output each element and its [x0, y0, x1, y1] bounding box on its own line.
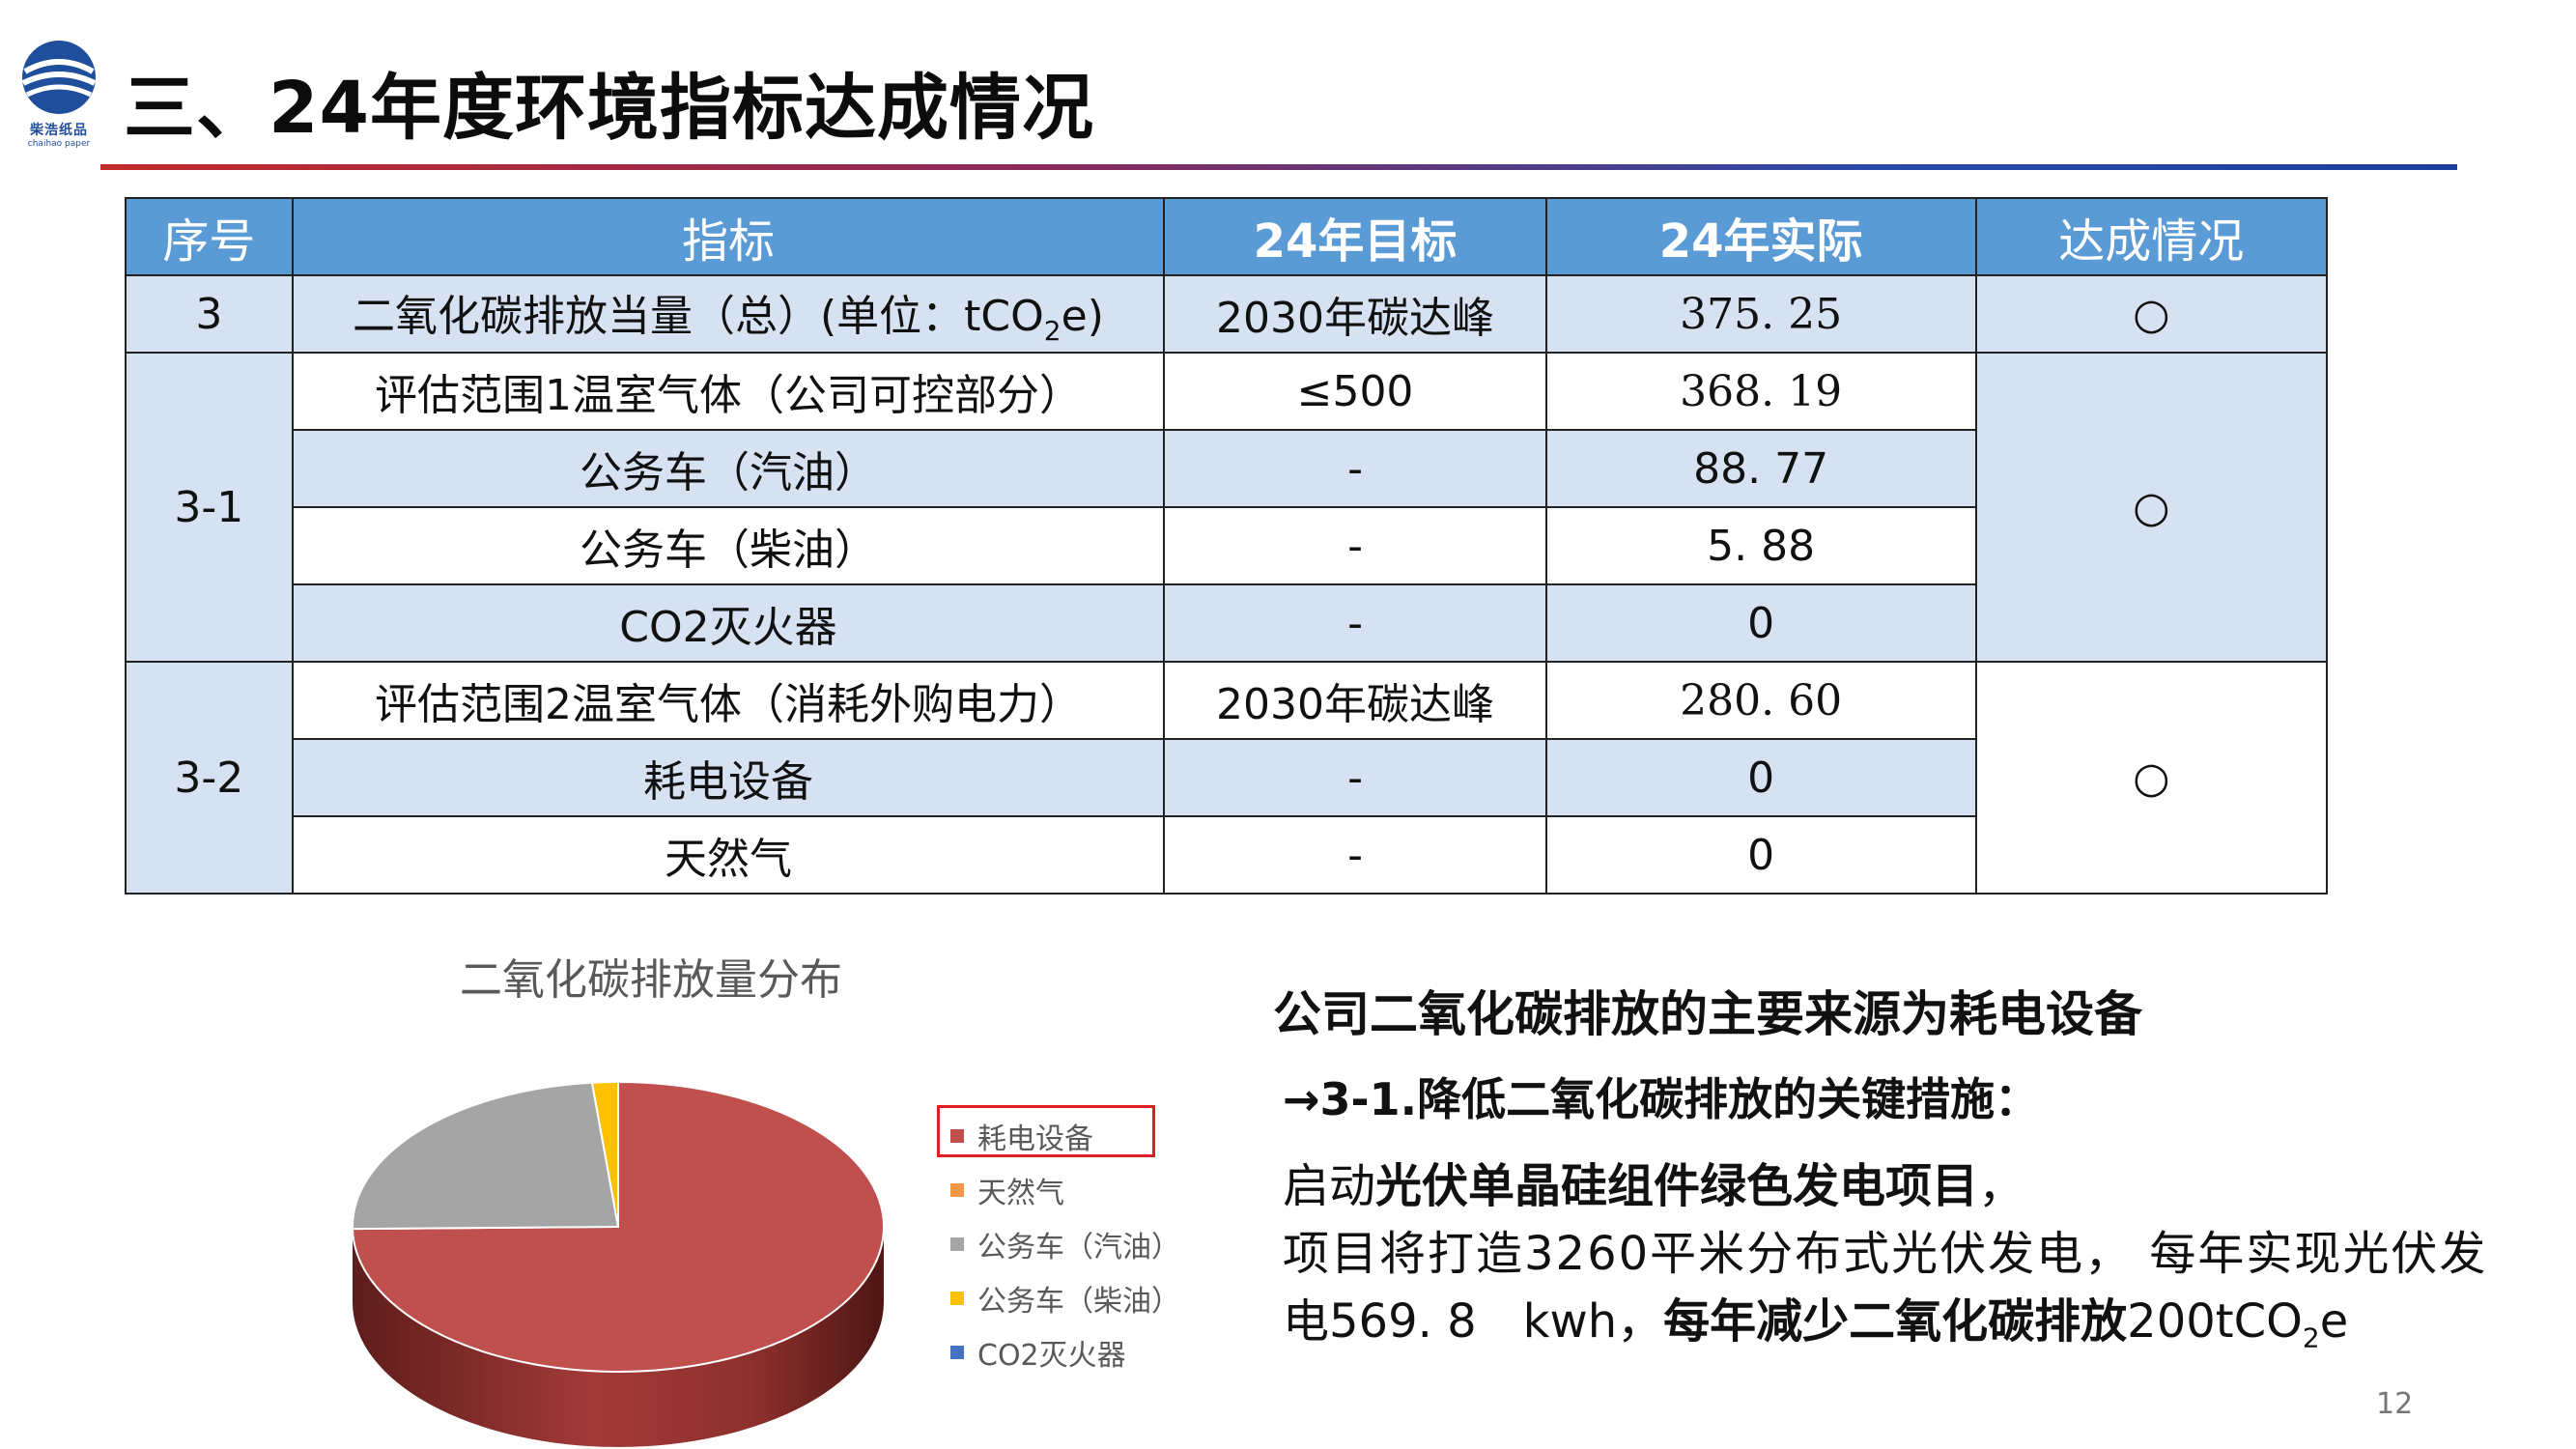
summary-notes: 公司二氧化碳排放的主要来源为耗电设备 →3-1.降低二氧化碳排放的关键措施： 启…	[1273, 976, 2487, 1354]
cell-seq: 3-2	[125, 661, 294, 895]
table-row: 3 二氧化碳排放当量（总）(单位：tCO2e) 2030年碳达峰 375. 25…	[125, 274, 2329, 354]
cell-indicator: 耗电设备	[291, 738, 1166, 817]
legend-swatch	[950, 1237, 964, 1251]
title-divider	[100, 164, 2457, 170]
note-reduction-pre: 电569. 8 kwh，	[1283, 1294, 1664, 1349]
logo-emblem-icon	[21, 41, 97, 114]
indicator-tail: e)	[1061, 292, 1104, 342]
note-reduction-tail: e	[2319, 1294, 2349, 1349]
page-title: 三、24年度环境指标达成情况	[124, 67, 1094, 150]
pie-slice-4	[590, 1080, 619, 1228]
legend-label: 天然气	[977, 1177, 1064, 1210]
table-row: 3-2 评估范围2温室气体（消耗外购电力） 2030年碳达峰 280. 60 ○	[125, 661, 2329, 895]
cell-actual: 5. 88	[1544, 506, 1977, 585]
cell-target: -	[1163, 738, 1547, 817]
pie-side-wall	[353, 1227, 884, 1447]
legend-swatch	[950, 1292, 964, 1305]
table-row: 公务车（柴油） - 5. 88	[126, 506, 2327, 585]
cell-status: ○	[1974, 352, 2329, 663]
cell-indicator: 公务车（柴油）	[291, 506, 1166, 585]
legend-item: 公务车（柴油）	[937, 1271, 1180, 1325]
cell-indicator: 二氧化碳排放当量（总）(单位：tCO2e)	[291, 274, 1166, 354]
legend-item: 天然气	[937, 1163, 1180, 1217]
header-target: 24年目标	[1163, 197, 1547, 276]
table-header-row: 序号 指标 24年目标 24年实际 达成情况	[125, 197, 2329, 276]
note-reduction-value: 200tCO	[2127, 1294, 2303, 1349]
note-reduction-text: 每年减少二氧化碳排放	[1663, 1294, 2128, 1349]
cell-actual: 0	[1544, 583, 1977, 663]
legend-swatch	[950, 1346, 964, 1359]
legend-swatch	[950, 1183, 964, 1197]
table-row: 3-1 评估范围1温室气体（公司可控部分） ≤500 368. 19 ○	[125, 352, 2329, 663]
note-reduction-sub: 2	[2302, 1321, 2320, 1354]
legend-highlight-box	[937, 1105, 1155, 1157]
cell-seq: 3-1	[125, 352, 294, 663]
table-row: CO2灭火器 - 0	[126, 583, 2327, 663]
legend-label: 公务车（汽油）	[977, 1231, 1180, 1264]
cell-status: ○	[1974, 661, 2329, 895]
legend-label: CO2灭火器	[977, 1339, 1126, 1373]
cell-seq: 3	[125, 274, 294, 354]
chart-legend: 耗电设备天然气公务车（汽油） 公务车（柴油） CO2灭火器	[937, 1105, 1180, 1379]
note-key-measures: →3-1.降低二氧化碳排放的关键措施：	[1283, 1073, 2040, 1125]
cell-target: -	[1163, 815, 1547, 895]
cell-indicator: 公务车（汽油）	[291, 429, 1166, 508]
legend-label: 耗电设备	[977, 1122, 1093, 1156]
indicator-subscript: 2	[1043, 314, 1062, 347]
cell-indicator: 天然气	[291, 815, 1166, 895]
cell-indicator: 评估范围2温室气体（消耗外购电力）	[291, 661, 1166, 740]
note-project-pre: 启动	[1283, 1159, 1376, 1213]
header-indicator: 指标	[291, 197, 1166, 276]
cell-indicator: 评估范围1温室气体（公司可控部分）	[291, 352, 1166, 431]
header-status: 达成情况	[1974, 197, 2329, 276]
note-project: 启动光伏单晶硅组件绿色发电项目，	[1283, 1148, 2487, 1215]
cell-target: -	[1163, 506, 1547, 585]
header-actual: 24年实际	[1544, 197, 1977, 276]
cell-actual: 375. 25	[1544, 274, 1977, 354]
cell-actual: 0	[1544, 815, 1977, 895]
cell-actual: 88. 77	[1544, 429, 1977, 508]
note-main-source: 公司二氧化碳排放的主要来源为耗电设备	[1273, 986, 2142, 1042]
table-row: 耗电设备 - 0	[126, 738, 2327, 817]
logo-name: 柴浩纸品	[30, 123, 88, 138]
chart-title: 二氧化碳排放量分布	[460, 955, 842, 1005]
table-row: 天然气 - 0	[126, 815, 2327, 895]
cell-target: 2030年碳达峰	[1163, 274, 1547, 354]
pie-slice-1	[351, 1080, 885, 1373]
table-row: 公务车（汽油） - 88. 77	[126, 429, 2327, 508]
legend-item: CO2灭火器	[937, 1325, 1180, 1379]
legend-item: 耗电设备	[937, 1105, 1180, 1163]
cell-status: ○	[1974, 274, 2329, 354]
logo-subtitle: chaihao paper	[27, 139, 91, 149]
company-logo: 柴浩纸品 chaihao paper	[17, 39, 100, 149]
note-reduction: 电569. 8 kwh，每年减少二氧化碳排放200tCO2e	[1283, 1283, 2487, 1354]
pie-chart	[351, 1080, 885, 1447]
cell-target: -	[1163, 429, 1547, 508]
note-project-detail: 项目将打造3260平米分布式光伏发电， 每年实现光伏发	[1283, 1227, 2488, 1281]
indicator-table: 序号 指标 24年目标 24年实际 达成情况 3 二氧化碳排放当量（总）(单位：…	[125, 197, 2329, 895]
pie-slice-3	[352, 1081, 620, 1231]
cell-target: -	[1163, 583, 1547, 663]
indicator-text: 二氧化碳排放当量（总）(单位：tCO	[353, 292, 1044, 342]
legend-item: 公务车（汽油）	[937, 1217, 1180, 1271]
legend-swatch	[950, 1129, 964, 1143]
cell-actual: 0	[1544, 738, 1977, 817]
header-seq: 序号	[125, 197, 294, 276]
cell-actual: 368. 19	[1544, 352, 1977, 431]
cell-target: 2030年碳达峰	[1163, 661, 1547, 740]
page-number: 12	[2376, 1387, 2414, 1421]
cell-actual: 280. 60	[1544, 661, 1977, 740]
cell-target: ≤500	[1163, 352, 1547, 431]
cell-indicator: CO2灭火器	[291, 583, 1166, 663]
legend-label: 公务车（柴油）	[977, 1285, 1180, 1319]
note-project-post: ，	[1978, 1159, 2025, 1213]
note-project-name: 光伏单晶硅组件绿色发电项目	[1375, 1159, 1979, 1213]
